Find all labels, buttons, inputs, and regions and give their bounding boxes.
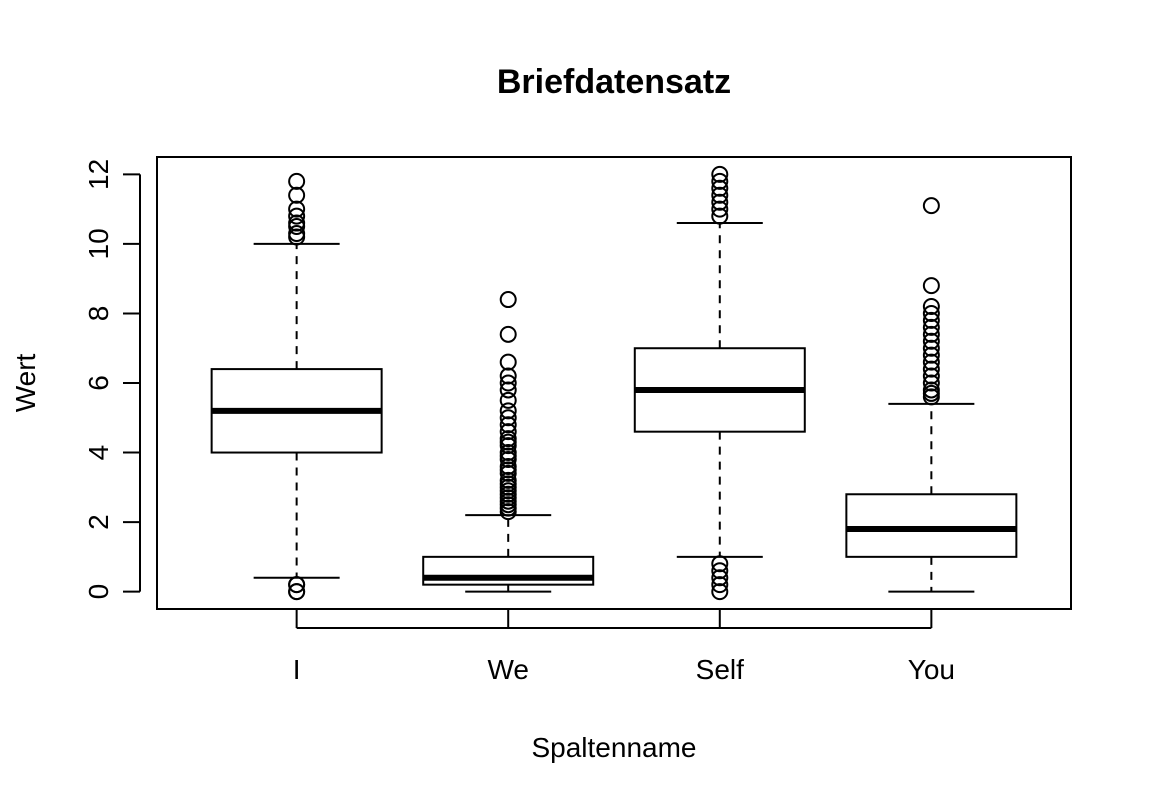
outlier-point <box>499 416 517 434</box>
outlier-point <box>711 179 729 197</box>
outlier-point <box>288 583 306 601</box>
outlier-point <box>922 374 940 392</box>
outlier-point <box>499 457 517 475</box>
box-i <box>210 172 383 601</box>
y-tick-label: 8 <box>83 306 114 322</box>
x-tick-label: Self <box>696 654 744 685</box>
outlier-point <box>499 430 517 448</box>
chart-title: Briefdatensatz <box>497 63 731 101</box>
outlier-point <box>922 298 940 316</box>
outlier-point <box>288 207 306 225</box>
box-you <box>845 197 1018 593</box>
box-we <box>422 291 595 593</box>
outlier-point <box>922 197 940 215</box>
plot-frame <box>156 156 1072 610</box>
outlier-point <box>711 165 729 183</box>
outlier-point <box>922 353 940 371</box>
outlier-point <box>922 381 940 399</box>
outlier-point <box>711 207 729 225</box>
y-tick-label: 4 <box>83 445 114 461</box>
y-tick-label: 0 <box>83 584 114 600</box>
boxes-layer <box>210 165 1018 601</box>
x-axis-label: Spaltenname <box>531 732 696 763</box>
y-tick-label: 6 <box>83 375 114 391</box>
outlier-point <box>922 367 940 385</box>
outlier-point <box>922 311 940 329</box>
outlier-point <box>288 224 306 242</box>
x-tick-label: I <box>293 654 301 685</box>
outlier-point <box>288 172 306 190</box>
outlier-point <box>499 409 517 427</box>
outlier-point <box>288 200 306 218</box>
outlier-point <box>922 332 940 350</box>
outlier-point <box>499 374 517 392</box>
outlier-point <box>922 325 940 343</box>
x-tick-label: We <box>487 654 529 685</box>
outlier-point <box>499 353 517 371</box>
outlier-point <box>711 583 729 601</box>
y-tick-label: 2 <box>83 514 114 530</box>
outlier-point <box>711 200 729 218</box>
outlier-point <box>711 193 729 211</box>
outlier-point <box>499 367 517 385</box>
outlier-point <box>711 555 729 573</box>
outlier-point <box>499 291 517 309</box>
outlier-point <box>499 471 517 489</box>
x-axis: I We Self You <box>293 609 955 685</box>
outlier-point <box>922 304 940 322</box>
outlier-point <box>499 423 517 441</box>
outlier-point <box>288 214 306 232</box>
outlier-point <box>922 346 940 364</box>
outlier-point <box>499 325 517 343</box>
outlier-point <box>499 444 517 462</box>
outlier-point <box>288 576 306 594</box>
outlier-point <box>711 576 729 594</box>
y-tick-label: 10 <box>83 228 114 259</box>
y-axis-label: Wert <box>10 353 41 412</box>
outlier-point <box>711 562 729 580</box>
outlier-point <box>288 186 306 204</box>
outlier-point <box>499 391 517 409</box>
outlier-point <box>711 172 729 190</box>
iqr-box <box>845 493 1018 558</box>
x-tick-label: You <box>908 654 955 685</box>
outlier-point <box>922 360 940 378</box>
outlier-point <box>922 318 940 336</box>
outlier-point <box>499 402 517 420</box>
y-axis: 0 2 4 6 8 10 12 <box>83 159 141 600</box>
outlier-point <box>711 569 729 587</box>
box-self <box>633 165 806 601</box>
outlier-point <box>711 186 729 204</box>
outlier-point <box>922 277 940 295</box>
outlier-point <box>499 381 517 399</box>
y-tick-label: 12 <box>83 159 114 190</box>
outlier-point <box>922 339 940 357</box>
